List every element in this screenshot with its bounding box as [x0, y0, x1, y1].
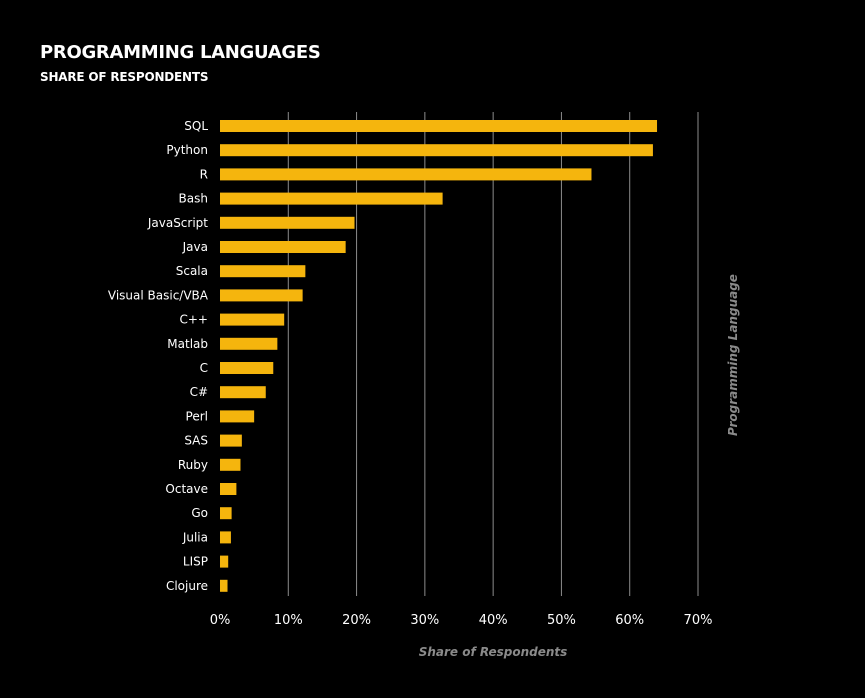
category-label-scala: Scala: [176, 264, 208, 278]
bar-ruby: [220, 458, 241, 471]
bar-perl: [220, 410, 255, 423]
category-label-c: C: [200, 361, 208, 375]
category-label-lisp: LISP: [183, 555, 208, 569]
bar-lisp: [220, 555, 229, 568]
category-label-matlab: Matlab: [167, 337, 208, 351]
x-tick-label-70: 70%: [684, 613, 713, 628]
x-tick-label-20: 20%: [342, 613, 371, 628]
x-tick-label-50: 50%: [547, 613, 576, 628]
category-label-bash: Bash: [179, 192, 208, 206]
bar-bash: [220, 192, 443, 205]
category-label-ruby: Ruby: [178, 458, 208, 472]
category-label-clojure: Clojure: [166, 579, 208, 593]
x-tick-label-30: 30%: [410, 613, 439, 628]
x-tick-label-0: 0%: [210, 613, 231, 628]
category-label-visual-basic-vba: Visual Basic/VBA: [108, 288, 209, 302]
bar-octave: [220, 483, 237, 495]
bar-javascript: [220, 216, 355, 229]
gridlines: [287, 112, 699, 596]
category-labels: SQL Python R Bash JavaScript Java Scala Visual …: [108, 119, 209, 593]
x-axis-title: Share of Respondents: [419, 645, 568, 659]
bar-c: [220, 362, 274, 374]
category-label-java: Java: [182, 240, 208, 254]
x-tick-labels: 0% 10% 20% 30% 40% 50% 60% 70%: [210, 613, 713, 628]
bar-sas: [220, 434, 242, 447]
bar-matlab: [220, 337, 278, 350]
chart-subtitle: SHARE OF RESPONDENTS: [40, 70, 209, 84]
category-label-r: R: [200, 167, 208, 181]
bars: [220, 120, 658, 592]
category-label-c: C++: [180, 313, 209, 327]
bar-sql: [220, 120, 658, 132]
bar-julia: [220, 531, 231, 544]
category-label-octave: Octave: [165, 482, 208, 496]
bar-c: [220, 386, 266, 399]
bar-scala: [220, 265, 306, 278]
category-label-julia: Julia: [182, 530, 208, 544]
x-tick-label-40: 40%: [479, 613, 508, 628]
bar-python: [220, 144, 653, 157]
bar-go: [220, 507, 232, 520]
category-label-javascript: JavaScript: [147, 216, 208, 230]
bar-visual-basic-vba: [220, 289, 303, 302]
bar-r: [220, 168, 592, 181]
category-label-sas: SAS: [184, 434, 208, 448]
chart-title: PROGRAMMING LANGUAGES: [40, 42, 321, 63]
bar-java: [220, 241, 346, 253]
y-axis-title: Programming Language: [726, 274, 740, 436]
category-label-sql: SQL: [184, 119, 208, 133]
bar-c: [220, 313, 285, 326]
x-tick-label-10: 10%: [274, 613, 303, 628]
x-tick-label-60: 60%: [615, 613, 644, 628]
category-label-perl: Perl: [186, 409, 208, 423]
bar-clojure: [220, 579, 228, 592]
category-label-go: Go: [191, 506, 208, 520]
category-label-python: Python: [166, 143, 208, 157]
category-label-c: C#: [190, 385, 208, 399]
